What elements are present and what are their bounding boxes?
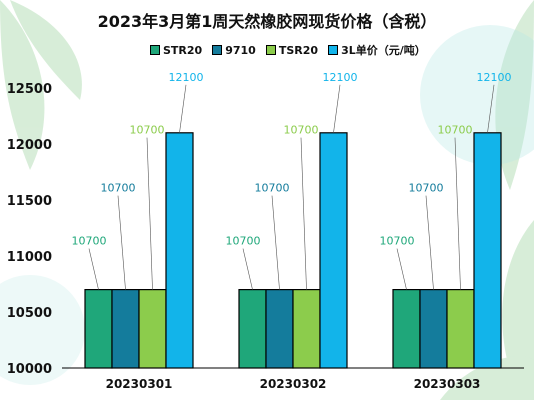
data-label-leader-line <box>242 248 253 290</box>
legend-swatch-str20 <box>150 45 160 55</box>
data-label-leader-line <box>454 137 461 290</box>
x-category-label: 20230303 <box>414 377 481 391</box>
chart-legend: STR20 9710 TSR20 3L单价（元/吨） <box>150 42 426 58</box>
legend-label-tsr20: TSR20 <box>278 43 319 57</box>
bar <box>419 289 448 369</box>
legend-swatch-tsr20 <box>265 45 276 55</box>
data-label: 10700 <box>101 182 136 195</box>
data-label-leader-line <box>396 248 407 290</box>
data-label: 10700 <box>380 235 415 248</box>
x-category-label: 20230301 <box>106 377 173 391</box>
y-tick-label: 10500 <box>7 306 52 321</box>
data-label-leader-line <box>333 84 341 133</box>
data-label-leader-line <box>179 84 187 133</box>
bar <box>446 289 475 369</box>
bar <box>292 289 321 369</box>
legend-label-9710: 9710 <box>225 43 256 57</box>
legend-swatch-9710 <box>212 45 223 55</box>
data-label: 10700 <box>255 182 290 195</box>
data-label: 10700 <box>130 124 165 137</box>
legend-item-3l: 3L单价（元/吨） <box>328 42 426 58</box>
data-label-leader-line <box>271 195 280 290</box>
data-label: 12100 <box>169 71 204 84</box>
bar <box>138 289 167 369</box>
data-label: 12100 <box>323 71 358 84</box>
bar <box>238 289 267 369</box>
bar <box>84 289 113 369</box>
data-label-leader-line <box>88 248 99 290</box>
data-label: 12100 <box>477 71 512 84</box>
legend-swatch-3l <box>328 45 339 55</box>
legend-item-tsr20: TSR20 <box>265 43 319 57</box>
y-tick-label: 10000 <box>7 362 52 377</box>
y-tick-label: 11500 <box>7 194 52 209</box>
data-label: 10700 <box>409 182 444 195</box>
legend-label-3l: 3L单价（元/吨） <box>341 44 426 57</box>
data-label: 10700 <box>226 235 261 248</box>
data-label-leader-line <box>146 137 153 290</box>
data-label-leader-line <box>300 137 307 290</box>
y-tick-label: 12500 <box>7 82 52 97</box>
bar <box>111 289 140 369</box>
data-label-leader-line <box>117 195 126 290</box>
y-tick-label: 12000 <box>7 138 52 153</box>
data-label: 10700 <box>72 235 107 248</box>
bar <box>265 289 294 369</box>
legend-item-str20: STR20 <box>150 44 202 57</box>
data-label: 10700 <box>438 124 473 137</box>
legend-item-9710: 9710 <box>212 44 256 57</box>
bar <box>319 132 348 369</box>
data-label-leader-line <box>425 195 434 290</box>
x-category-label: 20230302 <box>260 377 327 391</box>
data-label: 10700 <box>284 124 319 137</box>
bar <box>165 132 194 369</box>
legend-label-str20: STR20 <box>163 43 203 57</box>
bar <box>473 132 502 369</box>
data-label-leader-line <box>487 84 495 133</box>
chart-title: 2023年3月第1周天然橡胶网现货价格（含税） <box>97 12 437 31</box>
y-tick-label: 11000 <box>7 250 52 265</box>
bar <box>392 289 421 369</box>
